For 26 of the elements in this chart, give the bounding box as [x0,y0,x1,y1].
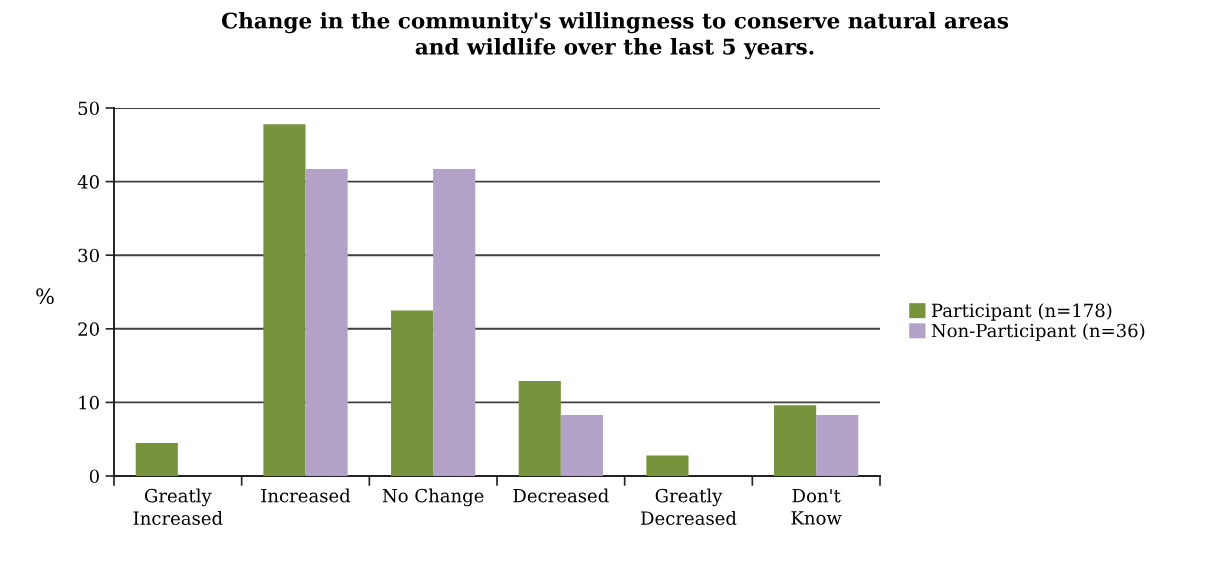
chart-title: Change in the community's willingness to conserve natural areas and wildlife over the last 5 years. [221,12,1009,60]
y-tick-label: 20 [78,322,99,336]
y-tick-label: 50 [78,101,99,116]
bar [560,414,603,476]
y-tick-label: 30 [78,248,99,263]
x-tick-label: No Change [382,488,484,507]
bar [135,442,178,476]
bar [646,455,689,476]
y-tick-label: 10 [79,395,99,410]
y-tick-label: 0 [89,469,99,484]
bar [391,310,434,476]
legend-label: Participant (n=178) [931,303,1112,321]
x-tick-label: Greatly Increased [133,488,223,526]
legend-label: Non-Participant (n=36) [931,323,1145,341]
x-tick-label: Don't Know [791,489,842,525]
y-axis-title: % [36,288,54,305]
y-tick-label: 40 [77,175,99,189]
bar [816,414,859,476]
bar [518,381,561,476]
bar [774,405,817,476]
bar [433,169,476,476]
bar [305,169,348,476]
x-tick-label: Greatly Decreased [641,488,737,526]
x-tick-label: Increased [261,488,351,503]
bar [263,124,306,476]
x-tick-label: Decreased [513,488,609,503]
